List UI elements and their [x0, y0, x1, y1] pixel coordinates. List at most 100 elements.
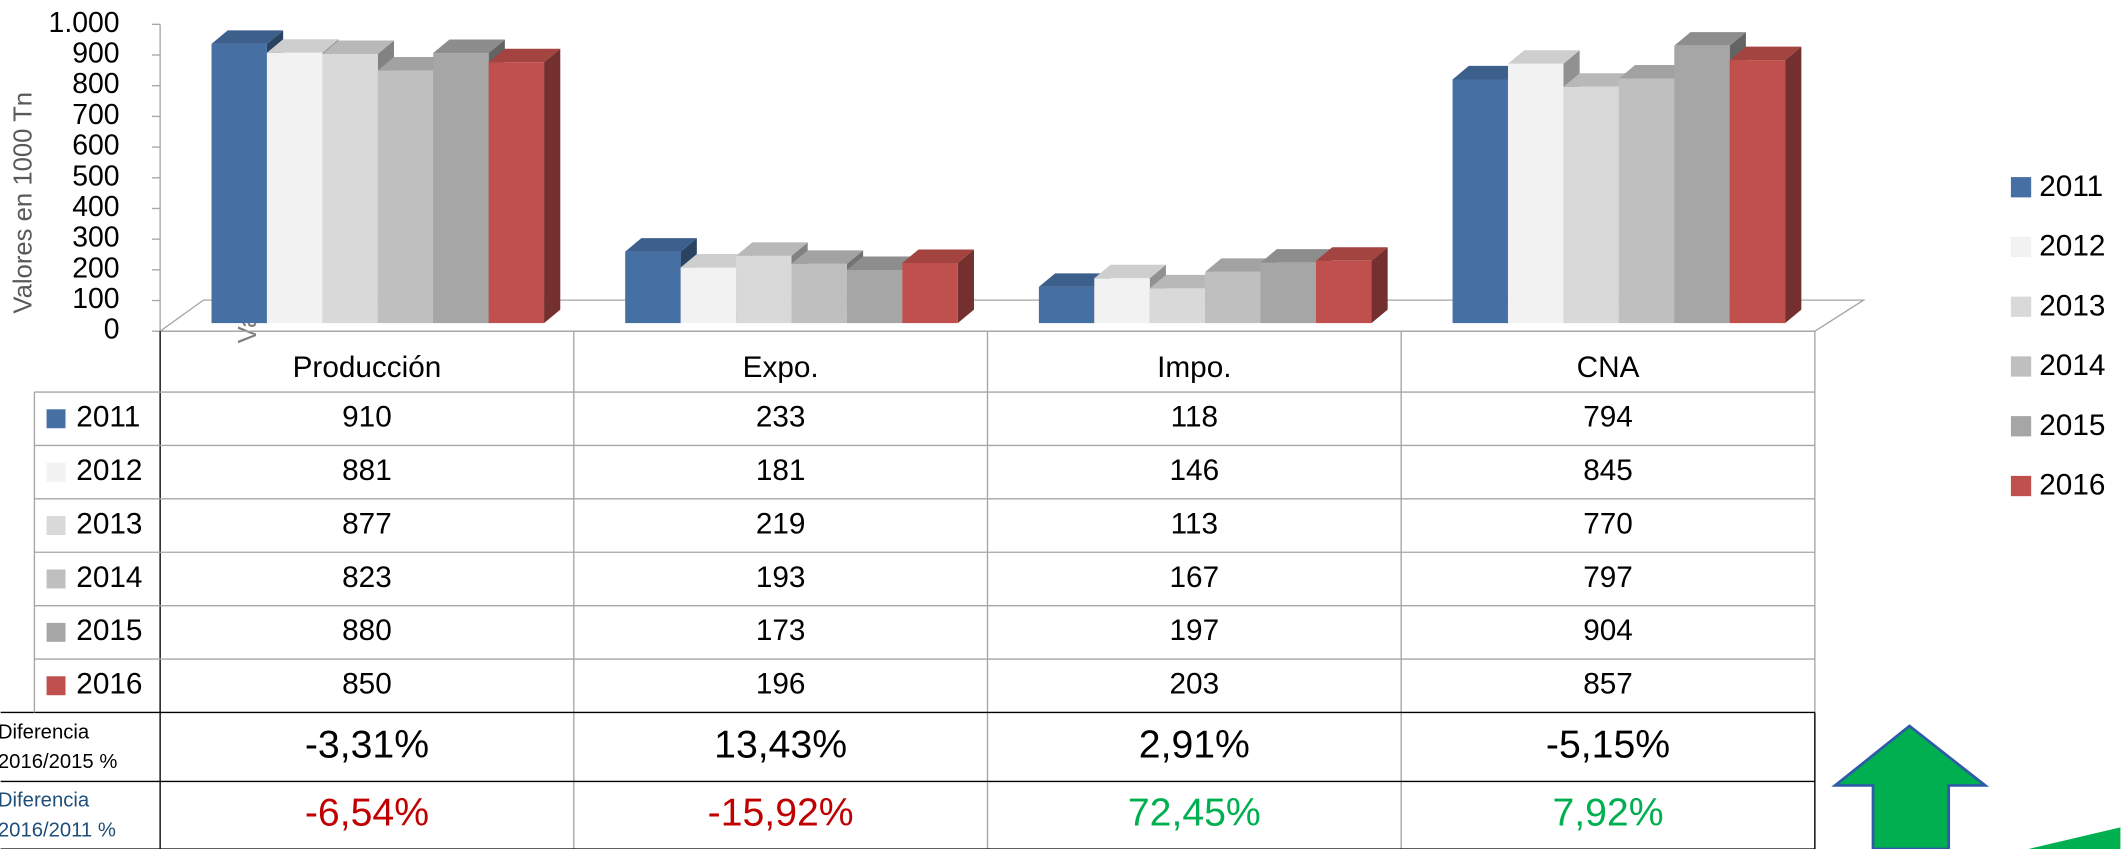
bar	[488, 62, 545, 324]
bar-top	[488, 48, 561, 63]
bar	[433, 53, 489, 324]
y-tick-label: 200	[72, 252, 119, 284]
bar	[1729, 60, 1786, 324]
y-tick-label: 600	[72, 130, 119, 162]
table-key	[46, 569, 66, 589]
bar-top	[1507, 50, 1580, 64]
table-value: 193	[756, 561, 806, 594]
table-value: 857	[1583, 668, 1633, 701]
table-series-label: 2015	[76, 614, 142, 647]
category-label: Producción	[293, 351, 442, 384]
legend-label: 2015	[2039, 409, 2105, 442]
table-value: 794	[1583, 401, 1633, 434]
table-value: 197	[1170, 614, 1220, 647]
bar-side	[1785, 46, 1802, 324]
table-series-label: 2013	[76, 507, 142, 540]
bar-top	[1563, 73, 1636, 87]
y-tick-label: 300	[72, 222, 119, 254]
y-tick-label: 400	[72, 191, 119, 223]
table-value: 181	[756, 454, 806, 487]
bar	[1452, 79, 1508, 324]
bar-top	[1038, 273, 1111, 287]
bar	[1094, 278, 1150, 324]
table-series-label: 2014	[76, 561, 142, 594]
bar-top	[902, 249, 974, 263]
table-series-label: 2016	[76, 668, 142, 701]
table-key	[46, 676, 66, 696]
diff-value: -3,31%	[305, 723, 429, 766]
bar-top	[1205, 258, 1277, 272]
table-value: 877	[342, 507, 392, 540]
bar-top	[1674, 32, 1746, 46]
table-key	[46, 516, 66, 536]
diff-value: -6,54%	[305, 792, 429, 835]
bar-top	[1729, 46, 1802, 61]
bar	[1038, 286, 1095, 324]
bar-top	[433, 39, 505, 54]
bar	[846, 270, 903, 324]
table-key	[46, 409, 66, 429]
table-series-label: 2011	[76, 401, 140, 434]
bar	[1618, 78, 1675, 324]
bar-top	[625, 238, 697, 252]
bar	[1205, 271, 1261, 324]
table-value: 233	[756, 401, 806, 434]
table-value: 797	[1583, 561, 1633, 594]
table-key	[46, 462, 66, 482]
table-value: 196	[756, 668, 806, 701]
bar-top	[791, 250, 864, 264]
diff-row-label: Diferencia 2016/2011 %	[0, 790, 116, 842]
bar	[791, 263, 847, 324]
table-value: 219	[756, 507, 806, 540]
bar-top	[1149, 274, 1222, 289]
table-value: 173	[756, 614, 806, 647]
y-tick-label: 900	[72, 38, 119, 70]
table-value: 167	[1170, 561, 1220, 594]
table-value: 823	[342, 561, 392, 594]
diff-value: 2,91%	[1139, 723, 1250, 766]
bar-top	[322, 40, 395, 54]
bar	[1316, 260, 1372, 324]
bar	[1674, 45, 1730, 324]
table-value: 118	[1171, 401, 1218, 434]
table-series-label: 2012	[76, 454, 142, 487]
table-value: 113	[1171, 507, 1218, 540]
diff-value: -15,92%	[708, 792, 854, 835]
legend-label: 2011	[2039, 170, 2103, 203]
bar-top	[1452, 65, 1525, 80]
bar-top	[1618, 65, 1691, 79]
corner-shape	[2028, 827, 2121, 849]
bar	[1507, 63, 1564, 324]
table-value: 770	[1583, 507, 1633, 540]
table-value: 203	[1170, 668, 1220, 701]
y-tick-label: 700	[72, 99, 119, 131]
table-value: 910	[342, 401, 392, 434]
bar-top	[680, 254, 753, 268]
bar-top	[211, 30, 284, 44]
legend-key	[2010, 296, 2032, 317]
y-tick-label: 1.000	[49, 7, 120, 39]
diff-value: 72,45%	[1128, 792, 1261, 835]
y-axis-title: Valores en 1000 Tn	[10, 92, 38, 314]
table-value: 881	[342, 454, 392, 487]
bar	[736, 255, 792, 324]
legend-key	[2010, 177, 2032, 198]
bar	[1149, 288, 1206, 324]
bar-side	[544, 48, 561, 324]
bar	[680, 267, 737, 324]
bar-top	[377, 57, 450, 71]
category-label: Impo.	[1157, 351, 1231, 384]
table-value: 845	[1583, 454, 1633, 487]
y-tick-label: 500	[72, 160, 119, 192]
bar-top	[1094, 264, 1166, 279]
legend-label: 2012	[2039, 230, 2105, 263]
diff-row-label: Diferencia 2016/2015 %	[0, 722, 117, 774]
legend-key	[2010, 236, 2032, 258]
bar-top	[1316, 247, 1388, 261]
up-arrow	[1831, 724, 1990, 851]
diff-value: -5,15%	[1546, 723, 1670, 766]
bar-top	[846, 256, 919, 271]
y-tick-label: 800	[72, 68, 119, 100]
